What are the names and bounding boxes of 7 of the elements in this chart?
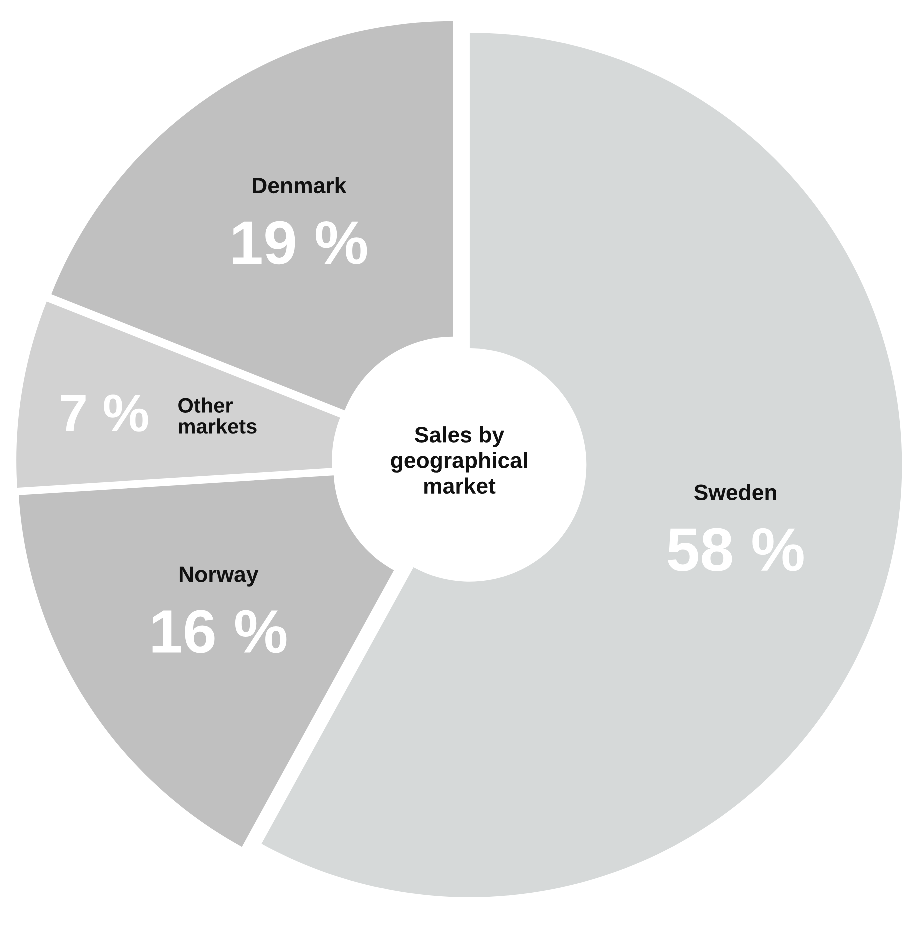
text: Sales by geographical market xyxy=(391,426,528,494)
data-label: 19 % xyxy=(233,221,368,265)
slice-label: Sweden xyxy=(694,484,776,501)
slice-label: Other markets xyxy=(178,398,257,434)
data-label: 16 % xyxy=(152,610,287,654)
slice-label: Denmark xyxy=(253,177,347,194)
slice-label: Norway xyxy=(180,566,259,587)
